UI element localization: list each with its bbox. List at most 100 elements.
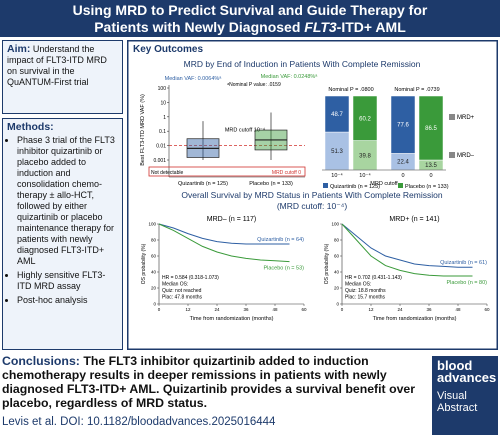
y-tick-label: 100 (148, 222, 156, 227)
y-tick-label: 100 (158, 86, 167, 92)
x-axis-label: Time from randomization (months) (190, 316, 274, 322)
y-tick-label: 20 (151, 286, 157, 291)
title-line: Patients with Newly Diagnosed FLT3-ITD+ … (0, 19, 500, 36)
legend-label: MRD– (457, 153, 475, 159)
cutoff-label: MRD cutoff 10⁻⁴ (225, 127, 266, 134)
bar-value: 77.6 (397, 123, 409, 129)
bar-segment (390, 95, 416, 154)
y-tick-label: 40 (334, 270, 340, 275)
citation: Levis et al. DOI: 10.1182/bloodadvances.… (2, 416, 276, 428)
x-tick-label: 0 (158, 307, 161, 312)
logo-text: Visual (437, 390, 467, 402)
stat-text: Median OS: (162, 282, 188, 288)
y-tick-label: 0.1 (159, 129, 166, 135)
logo-text: blood (437, 358, 473, 373)
y-axis-label: Best FLT3-ITD MRD VAF (%) (140, 94, 146, 166)
section-subtitle: (MRD cutoff: 10⁻⁴) (277, 201, 348, 211)
x-tick-label: 10⁻⁴ (359, 172, 371, 179)
x-tick-label: Placebo (n = 133) (249, 181, 293, 187)
x-tick-label: 36 (243, 307, 249, 312)
y-tick-label: 80 (151, 238, 157, 243)
y-tick-label: 40 (151, 270, 157, 275)
stat-text: Median OS: (345, 282, 371, 288)
y-axis-label: OS probability (%) (324, 243, 330, 284)
legend-swatch (323, 183, 328, 188)
legend-label: Placebo (n = 133) (405, 184, 449, 190)
curve-label: Placebo (n = 53) (263, 266, 304, 272)
median-label: Median VAF: 0.0064%ᵃ (165, 76, 223, 82)
methods-box: Methods: Phase 3 trial of the FLT3 inhib… (2, 118, 123, 350)
aim-label: Aim: (7, 43, 31, 55)
bar-value: 39.8 (359, 153, 371, 159)
methods-list: Phase 3 trial of the FLT3 inhibitor quiz… (7, 135, 118, 306)
x-tick-label: Quizartinib (n = 125) (178, 181, 228, 187)
bar-value: 86.5 (425, 126, 437, 132)
logo: blood advances Visual Abstract (432, 356, 498, 435)
x-tick-label: 60 (301, 307, 307, 312)
methods-label: Methods: (7, 121, 54, 133)
title-part: Patients with Newly Diagnosed (94, 19, 305, 35)
key-outcomes: Key Outcomes MRD by End of Induction in … (127, 40, 498, 350)
x-tick-label: 12 (185, 307, 191, 312)
method: Post-hoc analysis (17, 295, 118, 306)
curve-label: Quizartinib (n = 64) (257, 237, 304, 243)
x-tick-label: 12 (368, 307, 374, 312)
y-tick-label: 60 (151, 254, 157, 259)
y-tick-label: 0.01 (156, 144, 166, 150)
stat-text: HR = 0.584 (0.318-1.073) (162, 275, 219, 281)
section-title: MRD by End of Induction in Patients With… (184, 59, 421, 69)
cutoff0-label: MRD cutoff 0 (272, 170, 301, 176)
plot-title: MRD– (n = 117) (207, 216, 256, 223)
title-part: FLT3 (304, 19, 337, 35)
method: Phase 3 trial of the FLT3 inhibitor quiz… (17, 135, 118, 267)
group-label: MRD cutoff (370, 181, 398, 187)
survival-curve (341, 223, 473, 268)
survival-curve (341, 223, 473, 277)
bar-segment (418, 95, 444, 161)
aim-box: Aim: Understand the impact of FLT3-ITD M… (2, 40, 123, 114)
x-tick-label: 48 (272, 307, 278, 312)
x-tick-label: 60 (484, 307, 490, 312)
not-detectable: Not detectable (151, 170, 183, 176)
stat-text: Quiz: not reached (162, 288, 202, 294)
survival-curve (158, 223, 290, 245)
x-tick-label: 10⁻⁴ (331, 172, 343, 179)
y-tick-label: 20 (334, 286, 340, 291)
logo-text: advances (437, 370, 497, 385)
y-tick-label: 80 (334, 238, 340, 243)
x-tick-label: 0 (429, 173, 432, 179)
y-tick-label: 100 (331, 222, 339, 227)
median-label: Median VAF: 0.0248%ᵃ (261, 74, 319, 80)
stat-text: Plac: 47.8 months (162, 295, 203, 301)
y-tick-label: 1 (163, 115, 166, 121)
p-label: Nominal P = .0800 (328, 87, 373, 93)
legend-label: Quizartinib (n = 125) (330, 184, 380, 190)
method: Highly sensitive FLT3-ITD MRD assay (17, 270, 118, 292)
header: Using MRD to Predict Survival and Guide … (0, 0, 500, 37)
plot-title: MRD+ (n = 141) (389, 216, 439, 223)
x-tick-label: 48 (455, 307, 461, 312)
title-line: Using MRD to Predict Survival and Guide … (72, 2, 428, 18)
section-title: Overall Survival by MRD Status in Patien… (181, 190, 442, 200)
aim-text: Understand the impact of FLT3-ITD MRD on… (7, 44, 107, 87)
p-note: ᵃNominal P value: .0159 (227, 82, 281, 88)
logo-text: Abstract (437, 402, 478, 414)
legend-swatch (449, 114, 455, 120)
stat-text: Quiz: 18.8 months (345, 288, 386, 294)
x-tick-label: 36 (426, 307, 432, 312)
y-tick-label: 10 (160, 100, 166, 106)
title-part: -ITD+ AML (336, 19, 406, 35)
stat-text: Plac: 15.7 months (345, 295, 386, 301)
cutoff0-box (148, 166, 306, 177)
legend-label: MRD+ (457, 115, 475, 121)
x-tick-label: 24 (214, 307, 220, 312)
curve-label: Placebo (n = 80) (446, 280, 487, 286)
legend-swatch (398, 183, 403, 188)
y-tick-label: 0.001 (153, 158, 166, 164)
panel-label: Key Outcomes (133, 44, 203, 55)
y-axis-label: OS probability (%) (141, 243, 147, 284)
panel-border (127, 40, 498, 350)
bar-value: 13.5 (425, 163, 437, 169)
p-label: Nominal P = .0739 (394, 87, 439, 93)
